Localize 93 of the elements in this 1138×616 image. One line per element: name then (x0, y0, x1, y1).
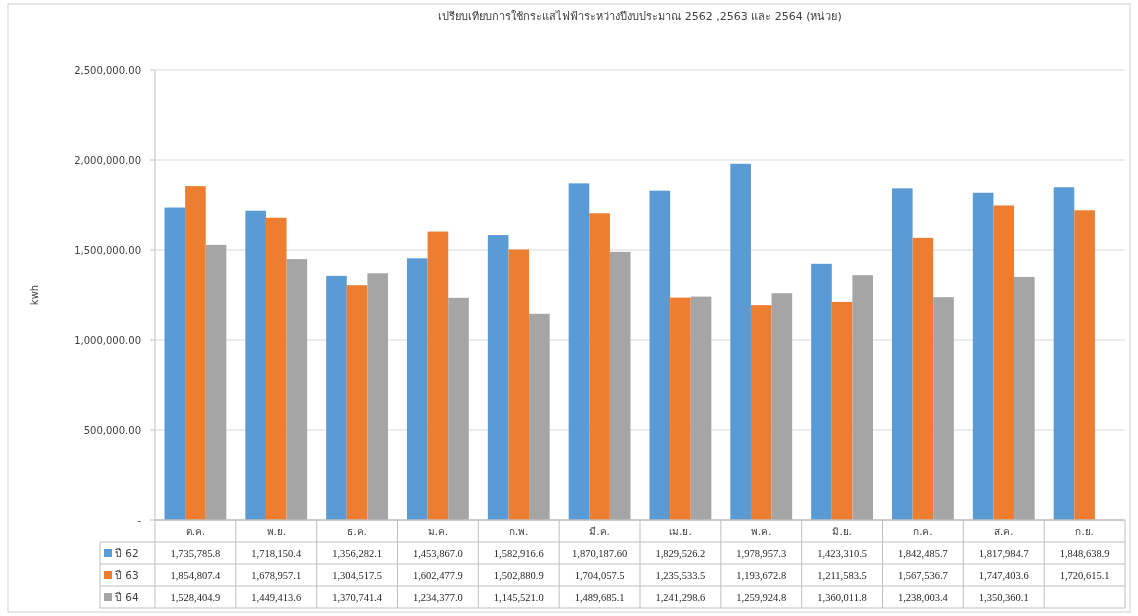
x-tick-label: ธ.ค. (347, 526, 367, 537)
bar (933, 297, 954, 520)
bar (972, 192, 994, 520)
bar (690, 296, 712, 520)
bar (831, 301, 853, 520)
y-tick-label: 1,500,000.00 (74, 245, 141, 256)
data-label: 1,829,526.2 (655, 548, 706, 559)
data-label: 1,567,536.7 (897, 570, 948, 581)
bar (245, 210, 266, 520)
data-label: 1,145,521.0 (493, 592, 544, 603)
data-label: 1,704,057.5 (574, 570, 625, 581)
bar (205, 244, 227, 520)
bar (811, 263, 832, 520)
data-label: 1,241,298.6 (655, 592, 706, 603)
x-tick-label: พ.ย. (266, 526, 286, 537)
x-tick-label: ก.พ. (509, 526, 529, 537)
data-label: 1,350,360.1 (978, 592, 1029, 603)
bar (265, 217, 287, 520)
bar (487, 235, 509, 520)
data-label: 1,449,413.6 (251, 592, 302, 603)
x-tick-label: ก.ค. (913, 526, 933, 537)
data-label: 1,528,404.9 (170, 592, 221, 603)
data-label: 1,848,638.9 (1059, 548, 1110, 559)
y-tick-label: - (137, 515, 142, 526)
x-tick-label: มี.ค. (589, 526, 610, 537)
bar (427, 231, 449, 520)
bar (185, 186, 206, 520)
bar (912, 237, 934, 520)
x-tick-label: เม.ย. (669, 526, 692, 537)
bar (286, 259, 308, 520)
chart-title: เปรียบเทียบการใช้กระแสไฟฟ้าระหว่างปีงบประมาณ 2562 ,2563 และ 2564 (หน่วย) (438, 10, 842, 23)
bar (771, 293, 793, 520)
bar (1014, 276, 1035, 520)
data-label: 1,854,807.4 (170, 570, 222, 581)
data-label: 1,718,150.4 (251, 548, 302, 559)
data-label: 1,356,282.1 (332, 548, 383, 559)
bar (407, 258, 428, 520)
legend-label: ปี 63 (115, 569, 139, 581)
data-label: 1,360,011.8 (817, 592, 867, 603)
data-label: 1,602,477.9 (412, 570, 463, 581)
data-label: 1,235,533.5 (655, 570, 706, 581)
bar (892, 188, 913, 520)
data-label: 1,259,924.8 (736, 592, 787, 603)
data-label: 1,678,957.1 (251, 570, 302, 581)
bar (568, 183, 590, 520)
data-label: 1,817,984.7 (978, 548, 1029, 559)
y-tick-label: 2,000,000.00 (74, 155, 141, 166)
data-label: 1,370,741.4 (332, 592, 383, 603)
bar (750, 305, 772, 520)
bar (326, 275, 347, 520)
data-label: 1,423,310.5 (817, 548, 868, 559)
data-label: 1,842,485.7 (897, 548, 948, 559)
bar (730, 163, 751, 520)
bar (670, 297, 691, 520)
bar (649, 190, 671, 520)
x-tick-label: ม.ค. (427, 526, 449, 537)
y-axis-title: kwh (29, 284, 40, 306)
x-tick-label: ต.ค. (185, 526, 206, 537)
data-label: 1,582,916.6 (493, 548, 544, 559)
data-label: 1,193,672.8 (736, 570, 787, 581)
bar (1053, 187, 1075, 520)
data-label: 1,211,583.5 (817, 570, 867, 581)
bar (589, 213, 610, 520)
x-tick-label: ส.ค. (994, 526, 1014, 537)
y-tick-label: 1,000,000.00 (74, 335, 141, 346)
bar (1074, 210, 1095, 520)
data-label: 1,735,785.8 (170, 548, 221, 559)
y-tick-label: 500,000.00 (83, 425, 141, 436)
x-tick-label: พ.ค. (751, 526, 772, 537)
bar (993, 205, 1015, 520)
legend-label: ปี 62 (115, 547, 139, 559)
data-label: 1,304,517.5 (332, 570, 383, 581)
bar (529, 313, 550, 520)
data-label: 1,453,867.0 (412, 548, 463, 559)
bar (367, 273, 388, 520)
data-label: 1,489,685.1 (574, 592, 625, 603)
data-label: 1,747,403.6 (978, 570, 1029, 581)
legend-label: ปี 64 (115, 591, 140, 603)
data-label: 1,502,880.9 (493, 570, 544, 581)
x-tick-label: มิ.ย. (832, 526, 852, 537)
bar (346, 285, 368, 520)
data-label: 1,720,615.1 (1059, 570, 1110, 581)
data-label: 1,234,377.0 (412, 592, 463, 603)
bar (852, 275, 873, 520)
data-label: 1,978,957.3 (736, 548, 787, 559)
bar (508, 249, 530, 520)
bar (448, 297, 469, 520)
bar (164, 207, 186, 520)
data-label: 1,238,003.4 (897, 592, 949, 603)
bar (609, 251, 631, 520)
x-tick-label: ก.ย. (1075, 526, 1094, 537)
data-label: 1,870,187.60 (572, 548, 628, 559)
y-tick-label: 2,500,000.00 (74, 65, 141, 76)
